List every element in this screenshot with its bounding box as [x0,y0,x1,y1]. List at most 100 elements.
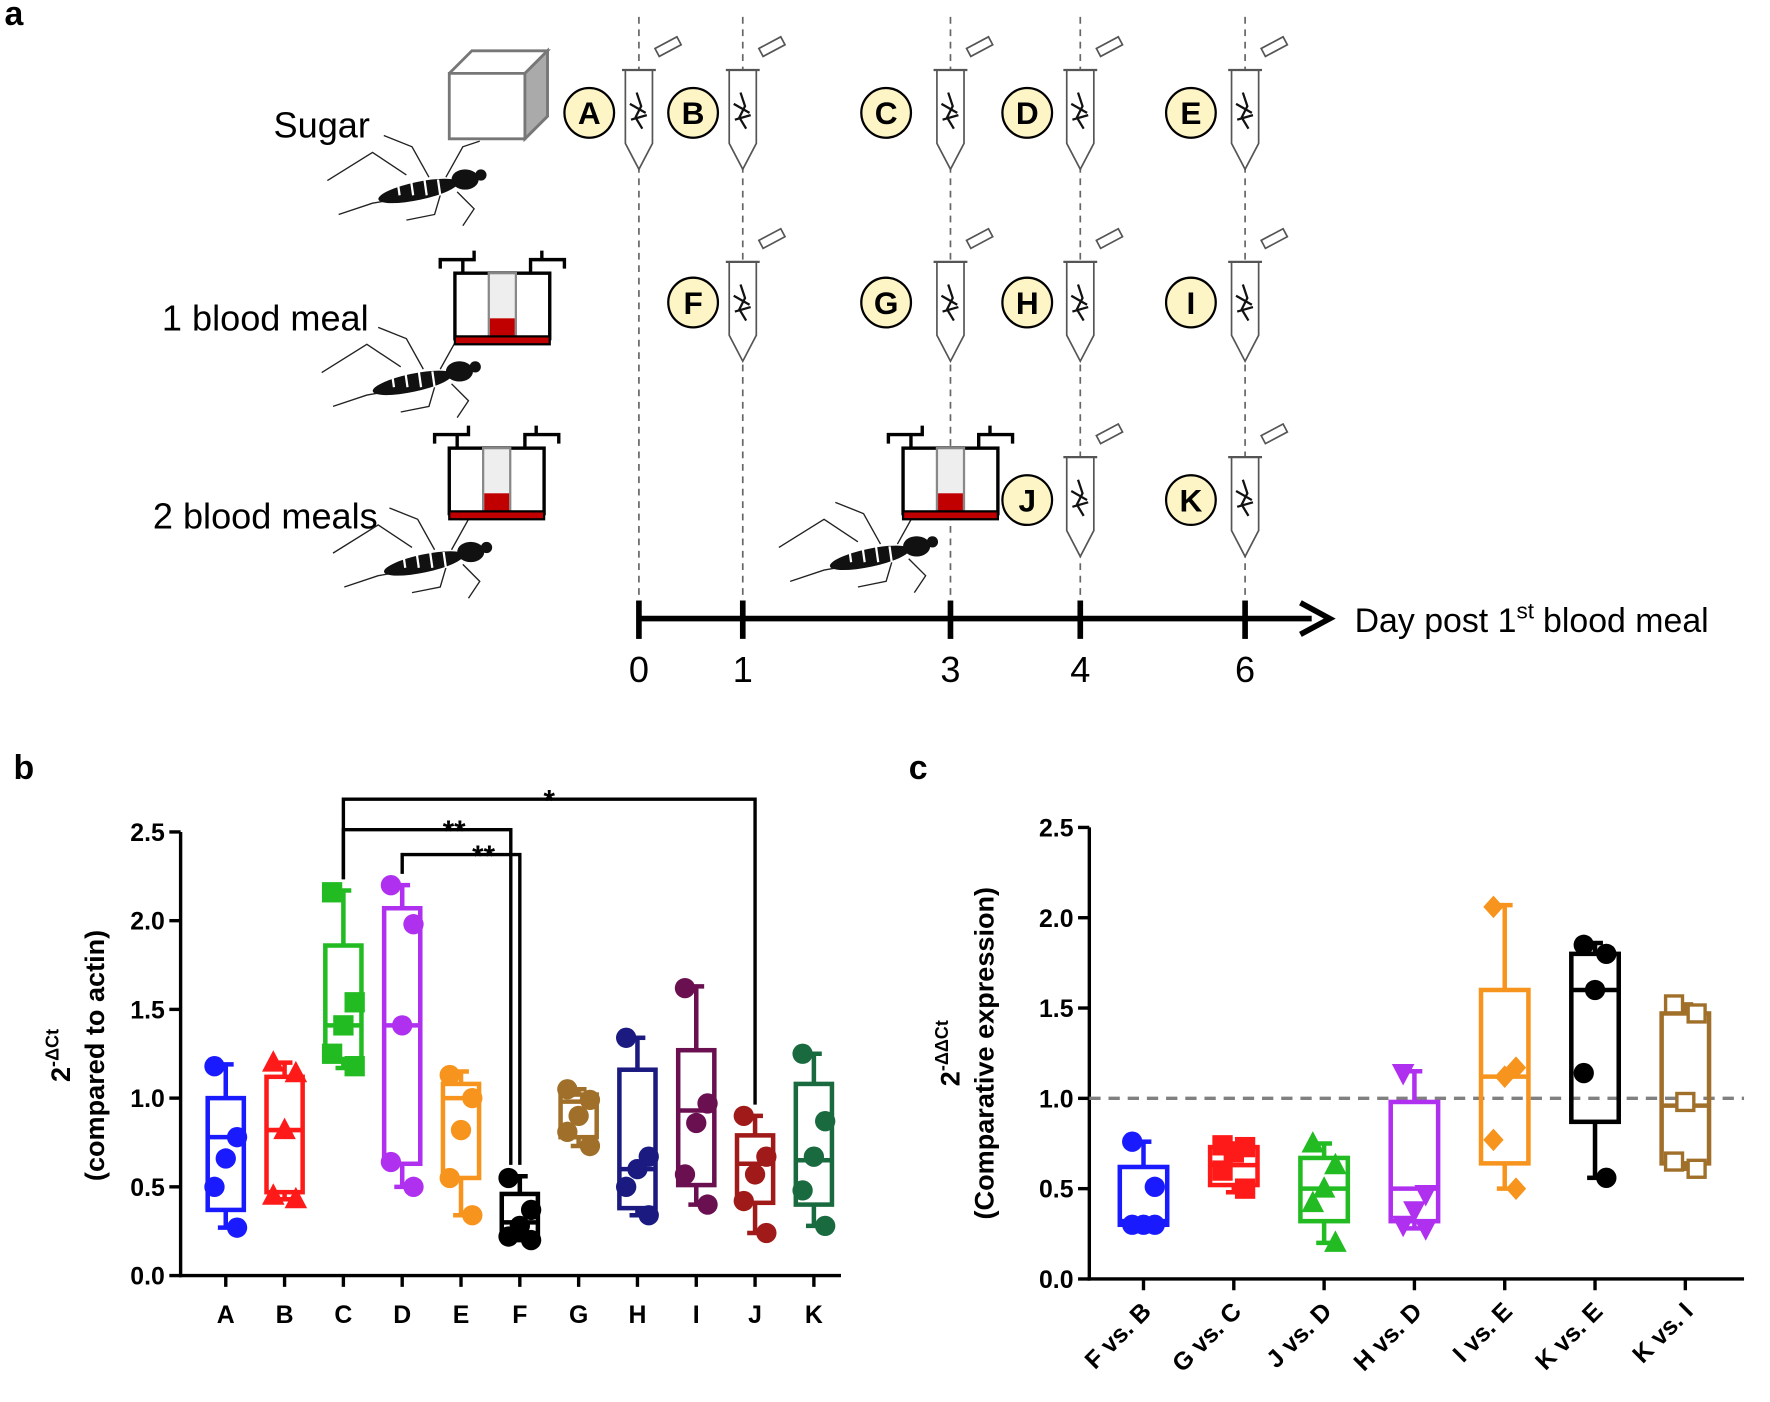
data-point [1122,1131,1143,1152]
feeder-membrane [448,510,546,521]
mosquito-thorax [445,361,473,382]
sample-label: D [1016,95,1039,131]
data-point [756,1146,777,1167]
box-group [1117,1131,1170,1235]
tube-cap [1095,35,1124,58]
data-point [520,1199,542,1221]
mosquito-thorax [457,541,485,563]
sample-tube [725,227,787,364]
y-tick-label: 1.0 [1039,1086,1074,1113]
data-point [344,1056,365,1077]
tube-cap [653,35,683,58]
data-point [1414,1219,1437,1241]
data-point [1596,943,1617,965]
tube-cap [965,35,994,58]
mosquito-leg [445,140,480,178]
box-group [1659,994,1712,1179]
data-point [204,1176,225,1198]
mosquito-head [480,541,493,554]
mosquito-leg [389,507,436,551]
data-point [579,1135,601,1157]
tube-cap [1260,422,1289,445]
panel-label: c [909,749,928,787]
sample-tube [1063,422,1124,559]
feeder-membrane [453,335,551,346]
mosquito-stripe [401,551,407,568]
data-point [792,1043,813,1064]
significance-bracket [400,852,522,1165]
tube-cap [1260,227,1289,250]
feeder-blood [489,318,515,337]
mosquito-stripe [431,371,436,388]
mosquito-head [926,536,939,548]
sample-label: H [1016,285,1039,321]
tube-body [728,261,758,364]
data-point [1483,895,1504,919]
y-tick-label: 0.5 [130,1175,165,1202]
x-tick-label: E [453,1302,470,1329]
sample-tube [1228,227,1289,364]
x-tick-label: J [748,1302,762,1329]
significance-label: * [544,784,556,817]
y-tick-label: 2.0 [130,909,165,936]
sample-label: G [874,285,899,321]
data-point [744,1164,766,1185]
mosquito-leg [400,386,436,413]
y-tick-label: 0.5 [1039,1177,1074,1204]
mosquito-leg [332,524,413,554]
timeline-tick-label: 1 [733,649,753,690]
box-group [792,1043,836,1237]
tube-body [1230,261,1260,364]
y-axis-subtitle: (Comparative expression) [968,887,999,1220]
sample-circle [1164,276,1217,329]
data-point [1324,1152,1347,1175]
significance-label: ** [443,815,466,848]
box-group [616,1027,659,1226]
box-group [674,977,718,1215]
timeline-label-text: Day post 1 [1355,602,1517,640]
data-point [686,1112,707,1134]
data-point [462,1087,483,1109]
y-tick-label: 1.5 [130,997,165,1024]
significance-label: ** [472,840,495,873]
data-point [815,1215,836,1237]
sample-tube [933,35,994,172]
data-point [1324,1230,1347,1252]
data-point [520,1229,542,1251]
y-axis-title-sup: -ΔCt [43,1029,63,1067]
tube-body [1065,457,1095,559]
feeder-membrane [901,510,1000,521]
feeder-blood [484,493,510,512]
box-group [1569,934,1621,1188]
y-axis-subtitle: (compared to actin) [79,930,110,1181]
group-label: Sugar [274,105,370,146]
x-tick-label: K [805,1302,823,1329]
mosquito-head [469,361,481,373]
mosquito-leg [327,151,407,182]
data-point [1122,1214,1143,1235]
tube-mosquito [1235,479,1254,517]
sample-label: J [1018,482,1036,518]
tube-cap [965,227,994,250]
sample-tube [621,35,683,172]
tube-body [1065,69,1095,172]
data-point [1391,1064,1415,1086]
data-point [638,1205,659,1226]
y-tick-label: 1.0 [130,1086,165,1113]
sample-tube [725,35,787,172]
box [440,1081,482,1181]
group-label: 2 blood meals [153,495,378,536]
panel-label: a [5,0,25,33]
box-group [557,1079,601,1157]
data-point [697,1093,718,1114]
tube-cap [757,35,787,58]
data-point [674,977,696,999]
data-point [1414,1185,1437,1207]
data-point [579,1089,601,1111]
mosquito-stripe [847,546,853,563]
data-point [756,1222,777,1244]
tube-cap [1095,422,1124,445]
data-point [439,1064,460,1086]
tube-cap [1260,35,1289,58]
